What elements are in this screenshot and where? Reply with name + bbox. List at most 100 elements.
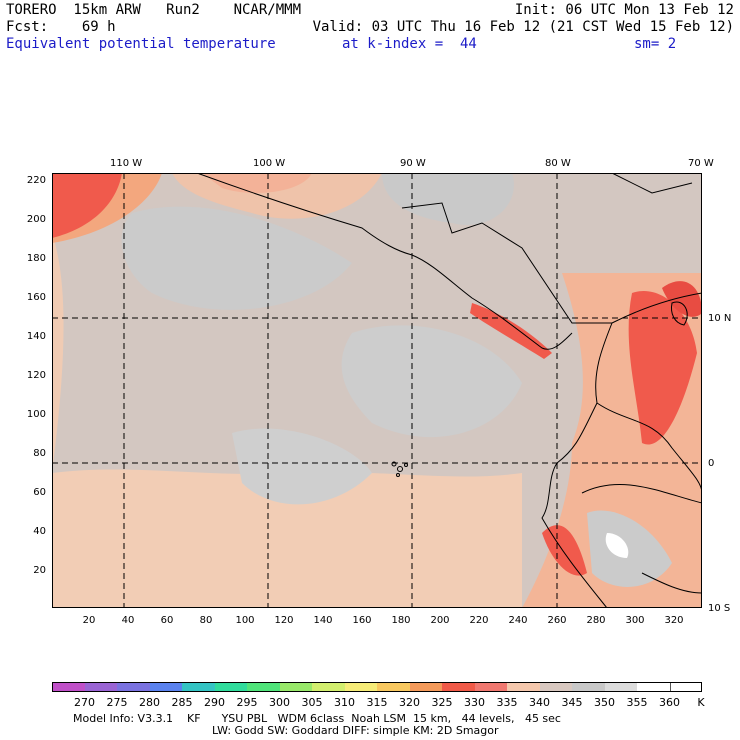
very-hot-region-nw	[52, 173, 122, 238]
y-tick: 60	[33, 487, 46, 498]
very-hot-region-colombia	[628, 291, 697, 445]
x-tick: 140	[313, 615, 333, 626]
warm-region-south	[52, 469, 522, 608]
x-tick: 120	[274, 615, 294, 626]
colorbar-label: 295	[236, 696, 258, 709]
physics-info: LW: Godd SW: Goddard DIFF: simple KM: 2D…	[212, 724, 499, 737]
x-tick: 100	[235, 615, 255, 626]
lat-label-10s: 10 S	[708, 603, 731, 614]
x-tick: 220	[469, 615, 489, 626]
lat-label-eq: 0	[708, 458, 715, 469]
colorbar-label: 345	[561, 696, 583, 709]
border-bolivia	[641, 572, 702, 594]
colorbar-swatch	[409, 682, 443, 692]
lon-label-80w: 80 W	[545, 158, 571, 169]
colorbar-swatch	[247, 682, 281, 692]
colorbar-label: 270	[74, 696, 95, 709]
colorbar-label: 290	[204, 696, 225, 709]
y-tick: 220	[26, 175, 46, 186]
y-tick: 120	[26, 370, 46, 381]
x-tick: 240	[508, 615, 528, 626]
x-tick: 40	[121, 615, 135, 626]
init-time: Init: 06 UTC Mon 13 Feb 12	[514, 2, 734, 18]
hot-region-costa-rica	[470, 303, 552, 359]
lon-label-70w: 70 W	[688, 158, 714, 169]
colorbar-swatch	[84, 682, 118, 692]
lon-label-90w: 90 W	[400, 158, 426, 169]
colorbar-swatch	[442, 682, 476, 692]
cool-region-4	[382, 173, 514, 225]
cool-region-andes	[587, 510, 672, 587]
x-tick: 300	[625, 615, 645, 626]
x-tick: 280	[586, 615, 606, 626]
colorbar-swatch	[539, 682, 573, 692]
lake-maracaibo	[671, 301, 688, 326]
cuba-jamaica	[611, 173, 693, 194]
y-tick: 200	[26, 214, 46, 225]
colorbar-label: 275	[106, 696, 128, 709]
colorbar-swatch	[604, 682, 638, 692]
colorbar-swatch	[637, 682, 671, 692]
x-tick: 320	[664, 615, 684, 626]
x-tick: 180	[391, 615, 411, 626]
colorbar-swatch	[572, 682, 606, 692]
border-colombia	[596, 402, 702, 494]
colorbar-swatch	[214, 682, 248, 692]
y-tick: 100	[26, 409, 46, 420]
coast-south-america-north	[611, 292, 702, 324]
valid-time: Valid: 03 UTC Thu 16 Feb 12 (21 CST Wed …	[312, 19, 734, 35]
colorbar-swatch	[149, 682, 183, 692]
x-tick: 260	[547, 615, 567, 626]
colorbar-label: 300	[269, 696, 290, 709]
y-tick: 40	[33, 526, 46, 537]
white-region-peru	[605, 533, 629, 558]
colorbar-swatch	[279, 682, 313, 692]
colorbar-label: 315	[366, 696, 388, 709]
x-tick: 80	[199, 615, 213, 626]
colorbar-label: 320	[399, 696, 420, 709]
colorbar-swatch	[507, 682, 541, 692]
cool-region-3	[232, 428, 372, 505]
coast-mexico	[196, 173, 413, 256]
border-peru	[581, 483, 702, 504]
colorbar-swatch	[312, 682, 346, 692]
colorbar-swatch	[377, 682, 411, 692]
coast-central-america	[411, 254, 573, 350]
level-label: at k-index = 44	[342, 36, 477, 52]
graticule	[52, 173, 702, 608]
colorbar-label: 330	[464, 696, 485, 709]
lon-label-100w: 100 W	[253, 158, 286, 169]
forecast-hour: Fcst: 69 h	[6, 19, 116, 35]
cool-region-2	[341, 325, 522, 438]
colorbar-label: 340	[529, 696, 550, 709]
coast-caribbean	[401, 202, 612, 324]
lat-label-10n: 10 N	[708, 313, 732, 324]
colorbar-label: 355	[626, 696, 648, 709]
colorbar-label: 360	[659, 696, 680, 709]
colorbar-label: 285	[171, 696, 193, 709]
cool-region-1	[121, 206, 352, 310]
colorbar-label: 350	[594, 696, 615, 709]
colorbar-swatch	[182, 682, 216, 692]
x-tick: 60	[160, 615, 174, 626]
colorbar-label: 280	[139, 696, 160, 709]
very-hot-region-peru	[542, 525, 587, 576]
smoothing-label: sm= 2	[634, 36, 677, 52]
model-info: Model Info: V3.3.1 KF YSU PBL WDM 6class…	[73, 712, 561, 725]
colorbar-label: 305	[301, 696, 323, 709]
y-tick: 180	[26, 253, 46, 264]
theta-e-map	[52, 173, 702, 608]
warm-region-west	[52, 233, 64, 473]
colorbar-swatch	[117, 682, 151, 692]
very-hot-region-venezuela	[662, 281, 702, 317]
colorbar-label: 310	[334, 696, 355, 709]
y-tick: 160	[26, 292, 46, 303]
colorbar-swatch	[52, 682, 86, 692]
y-tick: 140	[26, 331, 46, 342]
colorbar-swatch	[474, 682, 508, 692]
map-border	[52, 173, 702, 608]
lon-label-110w: 110 W	[110, 158, 143, 169]
warm-region-mexico	[172, 173, 382, 219]
field-name: Equivalent potential temperature	[6, 36, 276, 52]
colorbar-swatch	[344, 682, 378, 692]
